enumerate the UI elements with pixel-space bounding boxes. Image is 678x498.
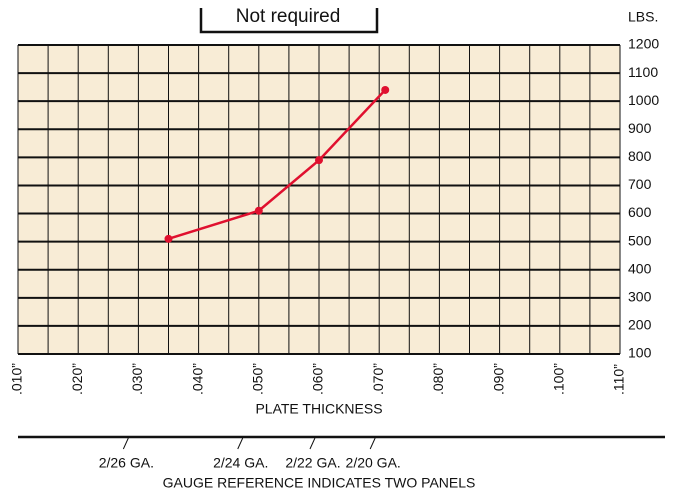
x-tick-label: .100” xyxy=(551,363,567,395)
y-tick-label: 600 xyxy=(628,204,652,220)
y-tick-label: 1100 xyxy=(628,64,658,80)
gauge-label: 2/24 GA. xyxy=(213,455,268,471)
gauge-mark xyxy=(369,437,376,450)
x-tick-label: .070” xyxy=(370,363,386,395)
gauge-label: 2/20 GA. xyxy=(346,455,401,471)
x-tick-label: .020” xyxy=(69,363,85,395)
data-point xyxy=(315,156,323,165)
y-tick-label: 1200 xyxy=(628,36,659,52)
y-tick-label: 700 xyxy=(628,176,652,192)
y-tick-label: 900 xyxy=(628,120,652,136)
y-tick-label: 300 xyxy=(628,289,652,305)
gauge-label: 2/26 GA. xyxy=(99,455,154,471)
y-tick-label: 200 xyxy=(628,317,652,333)
x-tick-label: .050” xyxy=(250,363,266,395)
x-tick-label: .010” xyxy=(9,363,25,395)
y-tick-label: 100 xyxy=(628,345,652,361)
data-point xyxy=(254,206,263,215)
gauge-label: 2/22 GA. xyxy=(285,455,340,471)
header: Not required xyxy=(236,6,341,27)
y-tick-label: 400 xyxy=(628,260,652,276)
x-tick-label: .040” xyxy=(189,363,205,395)
gauge-mark xyxy=(309,437,316,450)
gauge-title: GAUGE REFERENCE INDICATES TWO PANELS xyxy=(163,475,476,491)
y-tick-label: 1000 xyxy=(628,92,659,108)
gauge-mark xyxy=(122,437,129,450)
gauge-mark xyxy=(237,437,244,450)
x-tick-label: .090” xyxy=(490,363,506,395)
x-axis-label: PLATE THICKNESS xyxy=(255,401,382,417)
x-tick-label: .110” xyxy=(611,364,627,395)
x-tick-label: .030” xyxy=(129,363,145,395)
data-point xyxy=(381,85,390,94)
series-line xyxy=(168,89,387,241)
x-tick-label: .080” xyxy=(430,363,446,395)
y-tick-label: 800 xyxy=(628,148,652,164)
x-tick-label: .060” xyxy=(310,363,326,395)
data-point xyxy=(164,234,173,243)
y-tick-label: 500 xyxy=(628,232,652,248)
y-axis-label: LBS. xyxy=(628,9,658,25)
header-box xyxy=(199,8,379,34)
